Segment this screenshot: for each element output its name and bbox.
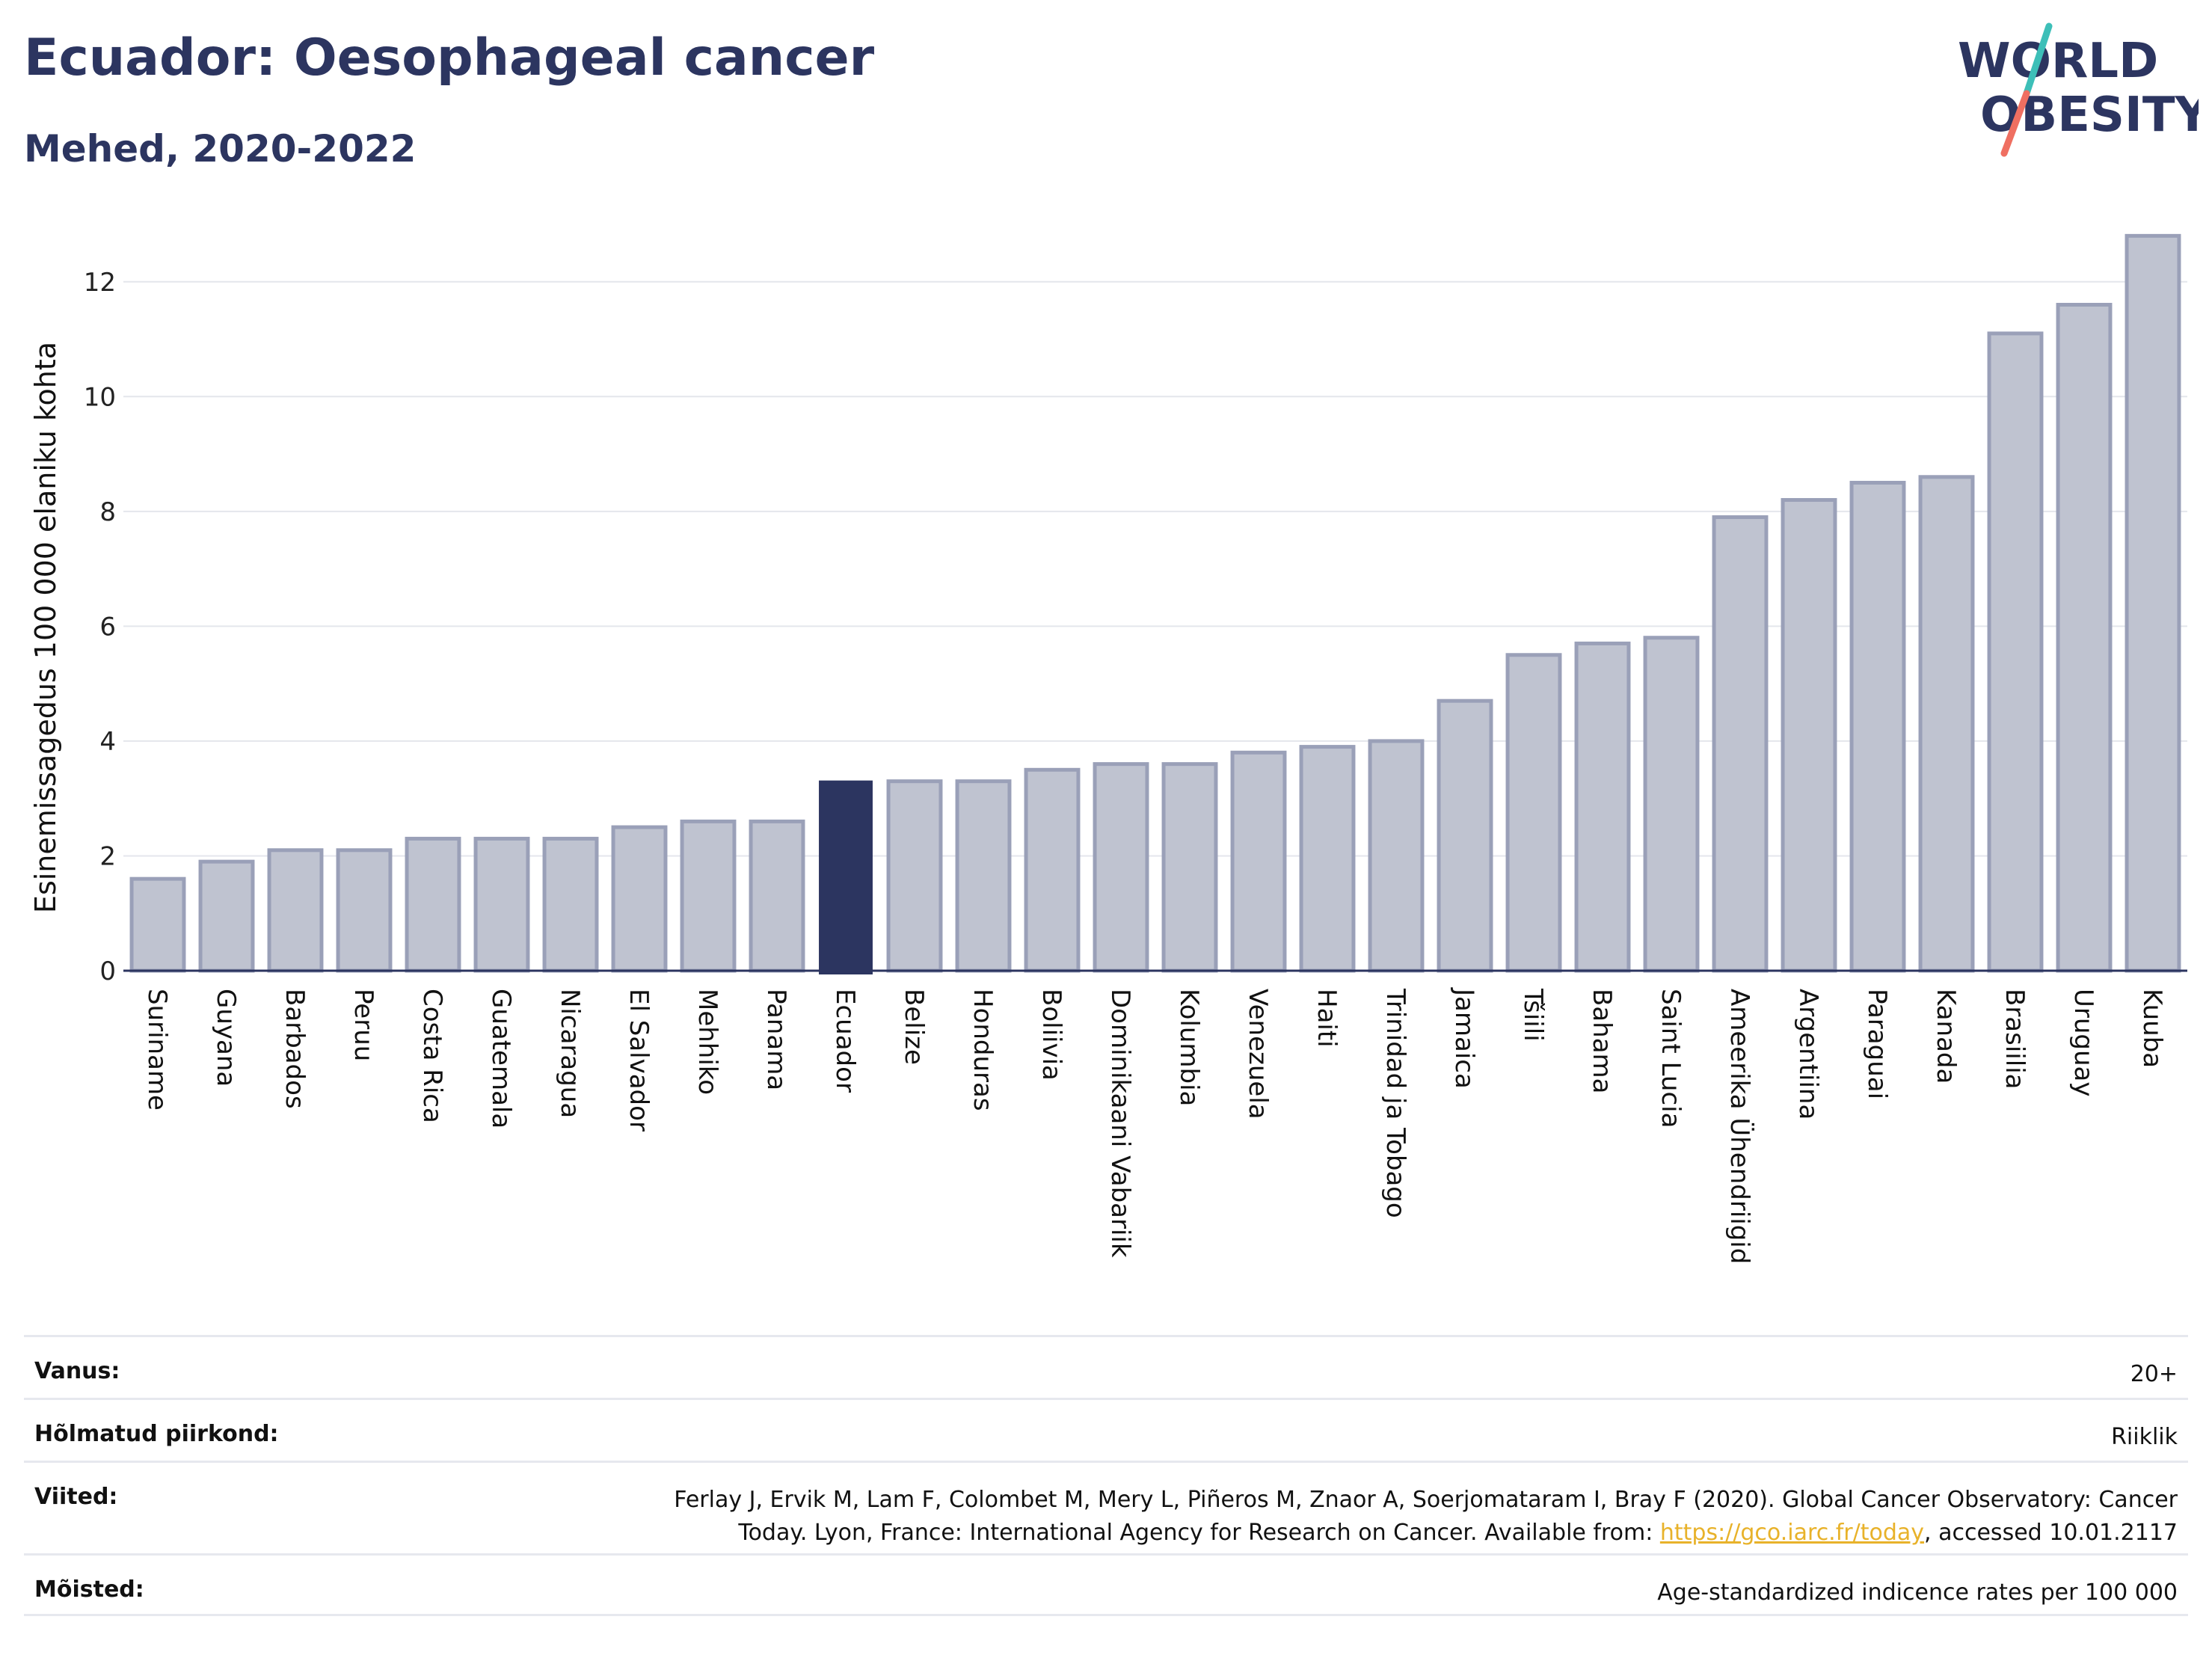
x-tick-label: Tšiili	[1518, 988, 1548, 1042]
references-line2-post: , accessed 10.01.2117	[1924, 1520, 2178, 1546]
bar-uruguay	[2056, 302, 2113, 973]
x-tick-label: Ameerika Ühendriigid	[1724, 989, 1755, 1264]
bar-suriname	[129, 876, 186, 973]
y-tick-label: 2	[99, 841, 116, 871]
y-tick-label: 12	[84, 268, 116, 298]
bar-boliivia	[1024, 767, 1081, 973]
bar-peruu	[336, 848, 393, 973]
bar-venezuela	[1230, 750, 1287, 973]
bar-kanada	[1918, 475, 1975, 973]
x-tick-label: Brasiilia	[2000, 989, 2030, 1089]
bar-panama	[749, 819, 805, 973]
bar-haiti	[1299, 745, 1356, 973]
x-tick-label: Dominikaani Vabariik	[1105, 989, 1135, 1258]
age-value: 20+	[2130, 1361, 2178, 1387]
bar-belize	[886, 779, 943, 973]
chart-subtitle: Mehed, 2020-2022	[24, 127, 417, 171]
bar-honduras	[955, 779, 1012, 973]
bar-trinidad-ja-tobago	[1368, 739, 1425, 973]
x-tick-label: Mehhiko	[692, 989, 722, 1095]
references-line2-pre: Today. Lyon, France: International Agenc…	[738, 1520, 1660, 1546]
meta-row-region: Hõlmatud piirkond: Riiklik	[24, 1398, 2188, 1461]
y-axis-label: Esinemissagedus 100 000 elaniku kohta	[29, 342, 62, 913]
x-tick-label: Kuuba	[2137, 989, 2167, 1068]
bar-jamaica	[1437, 698, 1493, 973]
references-line1: Ferlay J, Ervik M, Lam F, Colombet M, Me…	[674, 1487, 2178, 1513]
x-tick-label: Kolumbia	[1174, 989, 1204, 1106]
bar-t-iili	[1505, 653, 1562, 973]
x-tick-label: Trinidad ja Tobago	[1380, 988, 1410, 1218]
x-tick-label: Belize	[899, 989, 929, 1065]
x-tick-label: Argentiina	[1793, 989, 1823, 1120]
bar-brasiilia	[1987, 331, 2044, 973]
y-tick-label: 0	[99, 957, 116, 986]
y-tick-label: 4	[99, 727, 116, 757]
x-tick-label: Paraguai	[1862, 989, 1892, 1099]
x-tick-label: Ecuador	[830, 989, 860, 1093]
definitions-label: Mõisted:	[34, 1576, 144, 1603]
x-tick-label: Jamaica	[1449, 987, 1479, 1089]
x-tick-label: Kanada	[1931, 989, 1961, 1084]
y-tick-label: 8	[99, 497, 116, 527]
bar-argentiina	[1781, 497, 1837, 973]
x-tick-label: Haiti	[1312, 989, 1342, 1048]
bar-bahama	[1574, 641, 1631, 973]
meta-row-definitions: Mõisted: Age-standardized indicence rate…	[24, 1553, 2188, 1616]
region-value: Riiklik	[2111, 1424, 2178, 1450]
x-tick-label: Bahama	[1587, 989, 1617, 1094]
logo-slash-top	[2023, 22, 2053, 97]
bar-barbados	[267, 848, 324, 973]
bar-paraguai	[1849, 480, 1906, 973]
world-obesity-logo: WORLD OBESITY	[1958, 22, 2199, 157]
references-value: Ferlay J, Ervik M, Lam F, Colombet M, Me…	[532, 1484, 2178, 1550]
bar-saint-lucia	[1643, 636, 1700, 973]
bar-nicaragua	[542, 836, 599, 973]
definitions-value: Age-standardized indicence rates per 100…	[1657, 1579, 2178, 1606]
x-tick-label: Panama	[761, 989, 791, 1090]
x-tick-label: Boliivia	[1036, 989, 1066, 1081]
logo-text-world: WORLD	[1958, 34, 2158, 89]
bar-mehhiko	[680, 819, 737, 973]
bar-guatemala	[473, 836, 530, 973]
x-tick-label: Guatemala	[486, 989, 516, 1129]
x-tick-label: El Salvador	[624, 989, 654, 1132]
references-label: Viited:	[34, 1484, 118, 1510]
bar-guyana	[198, 859, 255, 973]
x-tick-label: Venezuela	[1243, 989, 1273, 1120]
chart-title: Ecuador: Oesophageal cancer	[24, 28, 875, 87]
region-label: Hõlmatud piirkond:	[34, 1421, 279, 1447]
x-tick-label: Peruu	[348, 989, 378, 1061]
bar-ecuador	[819, 780, 873, 974]
metadata-table: Vanus: 20+ Hõlmatud piirkond: Riiklik Vi…	[24, 1335, 2188, 1616]
x-tick-label: Suriname	[142, 989, 172, 1111]
x-tick-label: Uruguay	[2068, 989, 2098, 1097]
references-link[interactable]: https://gco.iarc.fr/today	[1659, 1520, 1925, 1546]
age-label: Vanus:	[34, 1358, 120, 1384]
x-tick-label: Guyana	[211, 989, 241, 1087]
x-tick-label: Saint Lucia	[1656, 989, 1686, 1128]
bar-dominikaani-vabariik	[1093, 762, 1149, 973]
bar-kolumbia	[1161, 762, 1218, 973]
meta-row-references: Viited: Ferlay J, Ervik M, Lam F, Colomb…	[24, 1461, 2188, 1553]
x-tick-label: Barbados	[280, 989, 310, 1109]
meta-row-age: Vanus: 20+	[24, 1335, 2188, 1398]
y-tick-label: 6	[99, 612, 116, 642]
bar-costa-rica	[405, 836, 461, 973]
x-tick-label: Honduras	[968, 989, 998, 1111]
y-tick-label: 10	[84, 382, 116, 412]
bar-chart: 0 2 4 6 8 10 12 Esinemissagedus 100 000 elaniku…	[29, 233, 2187, 1264]
x-tick-label: Costa Rica	[417, 989, 447, 1123]
bar-el-salvador	[611, 825, 668, 973]
logo-slash-bottom	[2000, 90, 2030, 157]
bar-kuuba	[2125, 233, 2181, 973]
bar-ameerika-hendriigid	[1712, 515, 1769, 973]
x-tick-label: Nicaragua	[555, 989, 585, 1118]
